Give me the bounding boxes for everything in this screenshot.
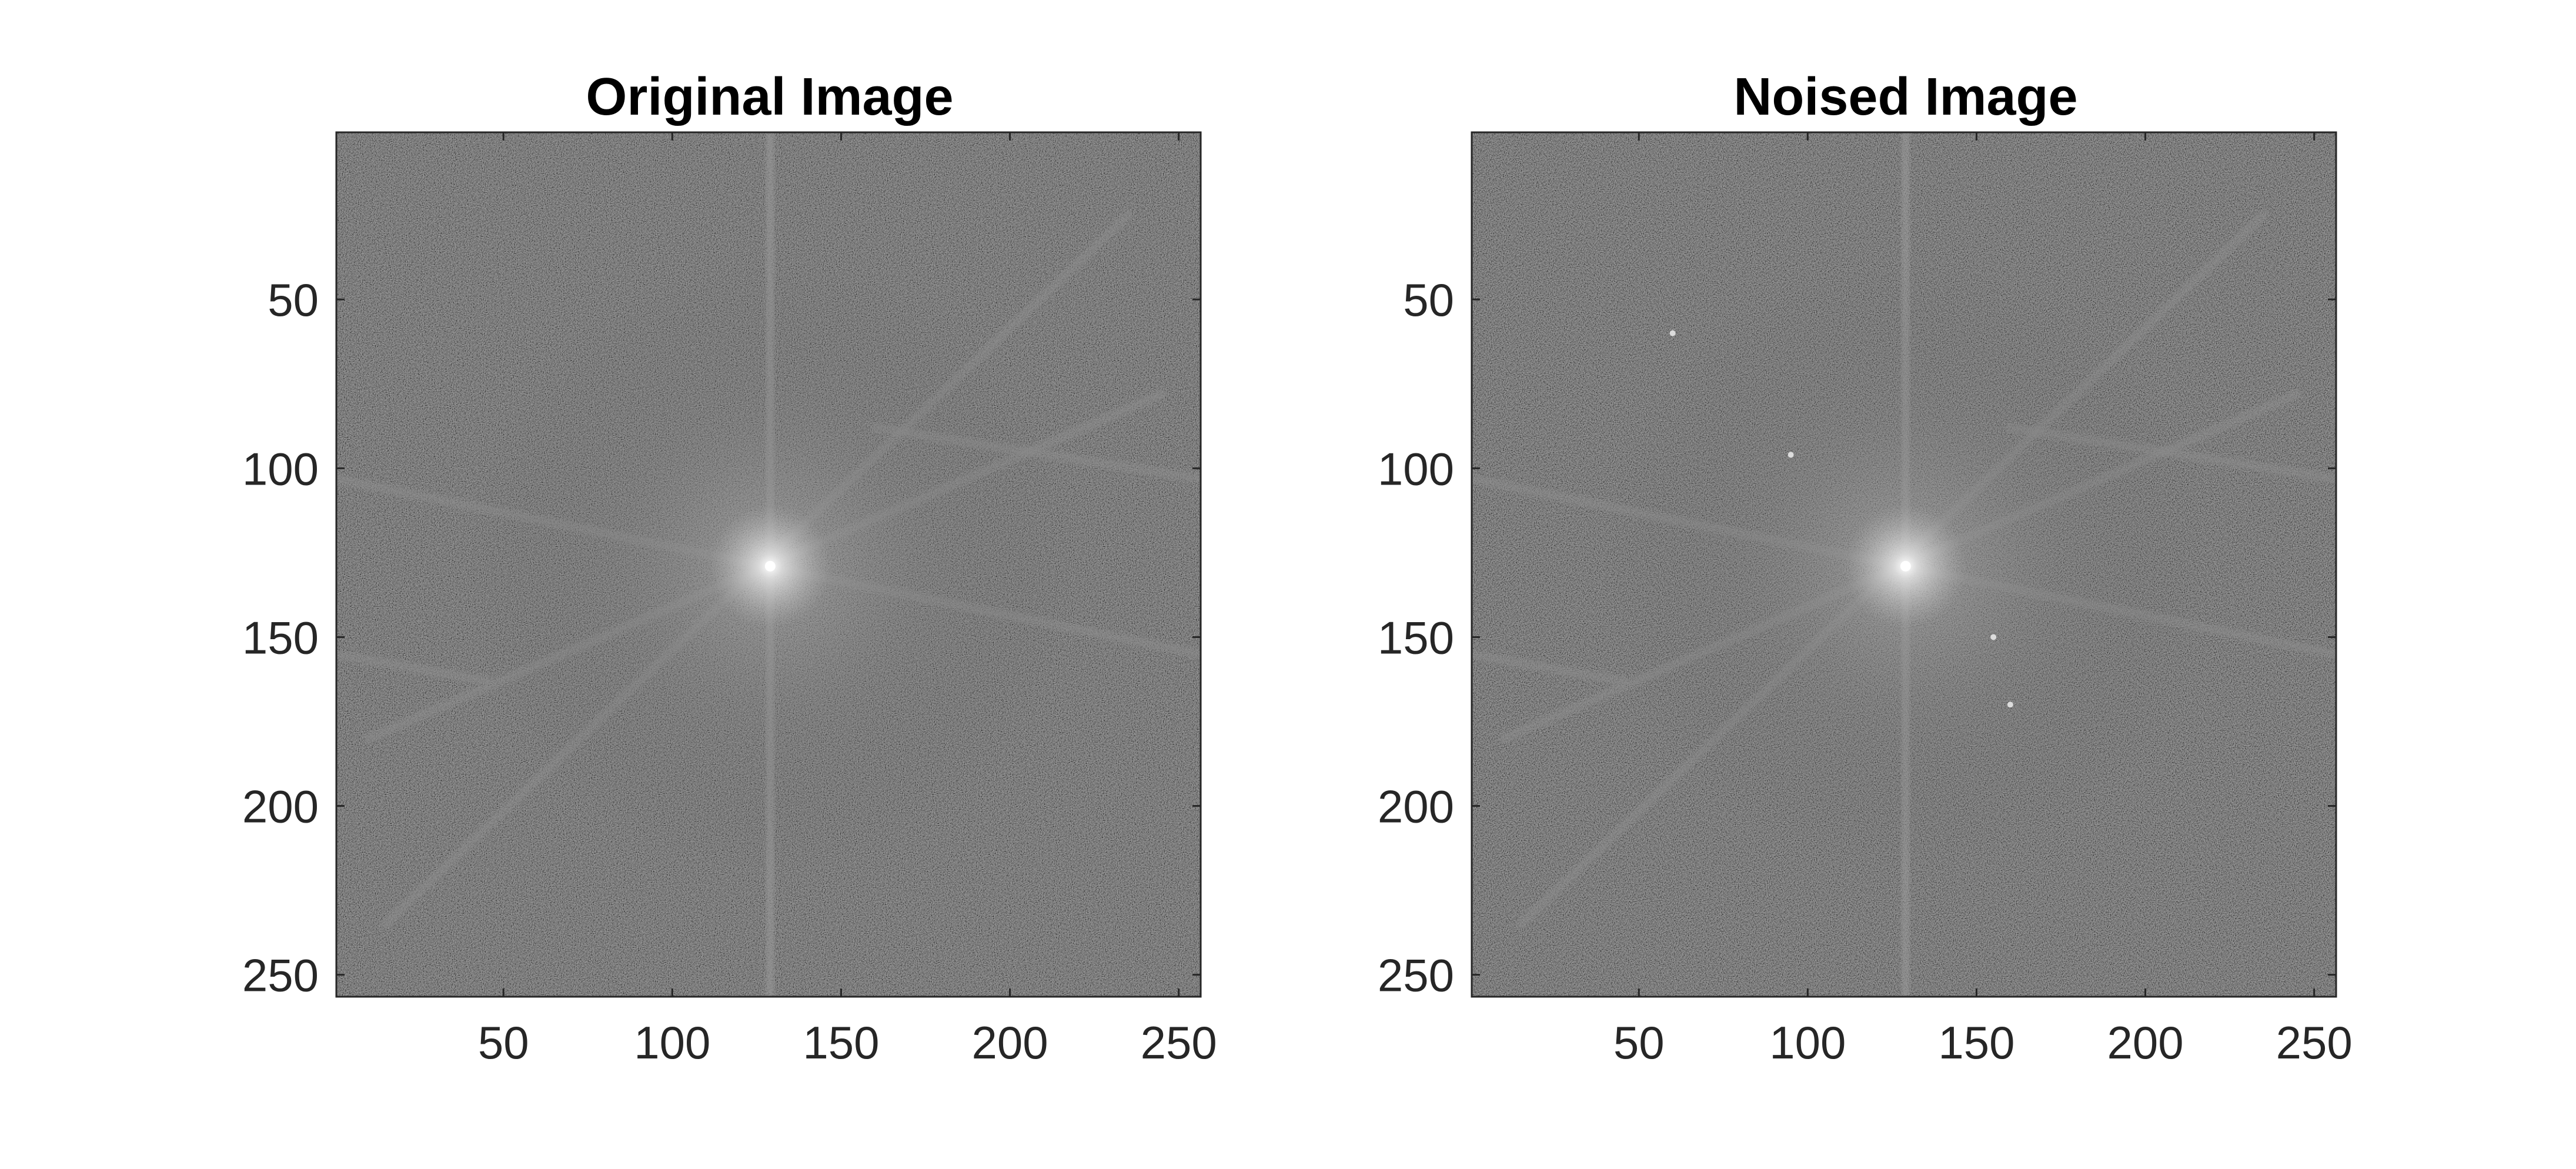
x-tick-label: 50	[1613, 1017, 1665, 1068]
axes-frame	[1471, 131, 2337, 998]
y-tick-label: 250	[242, 950, 319, 1001]
noise-peak	[1788, 452, 1794, 458]
spectrum-streak	[1472, 649, 1627, 686]
x-tick-label: 250	[2276, 1017, 2353, 1068]
dc-peak	[764, 560, 776, 572]
x-tick-label: 100	[1769, 1017, 1846, 1068]
y-tick-label: 150	[1378, 612, 1454, 663]
axes-noised-image: Noised Image 50 100 150 200 250 50 100 150 200 2…	[1378, 68, 2353, 1068]
x-tick-labels: 50 100 150 200 250	[1613, 132, 2353, 1068]
chart-title: Noised Image	[1733, 68, 2077, 126]
x-tick-label: 150	[803, 1017, 879, 1068]
spectrum-streak	[336, 649, 492, 686]
chart-title: Original Image	[586, 68, 953, 126]
y-tick-labels: 50 100 150 200 250	[1378, 274, 2336, 1001]
y-tick-label: 250	[1378, 950, 1454, 1001]
x-tick-label: 250	[1141, 1017, 1217, 1068]
spectrum-image	[335, 131, 1202, 998]
spectrum-image	[1471, 131, 2337, 998]
x-tick-label: 100	[634, 1017, 710, 1068]
dc-peak	[1900, 560, 1911, 572]
x-tick-labels: 50 100 150 200 250	[478, 132, 1217, 1068]
y-tick-label: 150	[242, 612, 319, 663]
x-tick-label: 50	[478, 1017, 529, 1068]
x-tick-label: 150	[1938, 1017, 2014, 1068]
x-tick-label: 200	[2107, 1017, 2183, 1068]
axes-frame	[335, 131, 1202, 998]
x-tick-label: 200	[971, 1017, 1048, 1068]
noise-peak	[1990, 634, 1997, 640]
y-tick-label: 100	[242, 443, 319, 495]
y-tick-label: 100	[1378, 443, 1454, 495]
y-tick-label: 200	[242, 781, 319, 833]
y-tick-labels: 50 100 150 200 250	[242, 274, 1201, 1001]
y-tick-label: 50	[1403, 274, 1454, 326]
noise-peak	[2007, 702, 2013, 708]
axes-original-image: Original Image 50 100 150 200 250 50 100 150 20…	[242, 68, 1217, 1068]
y-tick-label: 50	[268, 274, 319, 326]
noise-peak	[1669, 330, 1676, 336]
y-tick-label: 200	[1378, 781, 1454, 833]
